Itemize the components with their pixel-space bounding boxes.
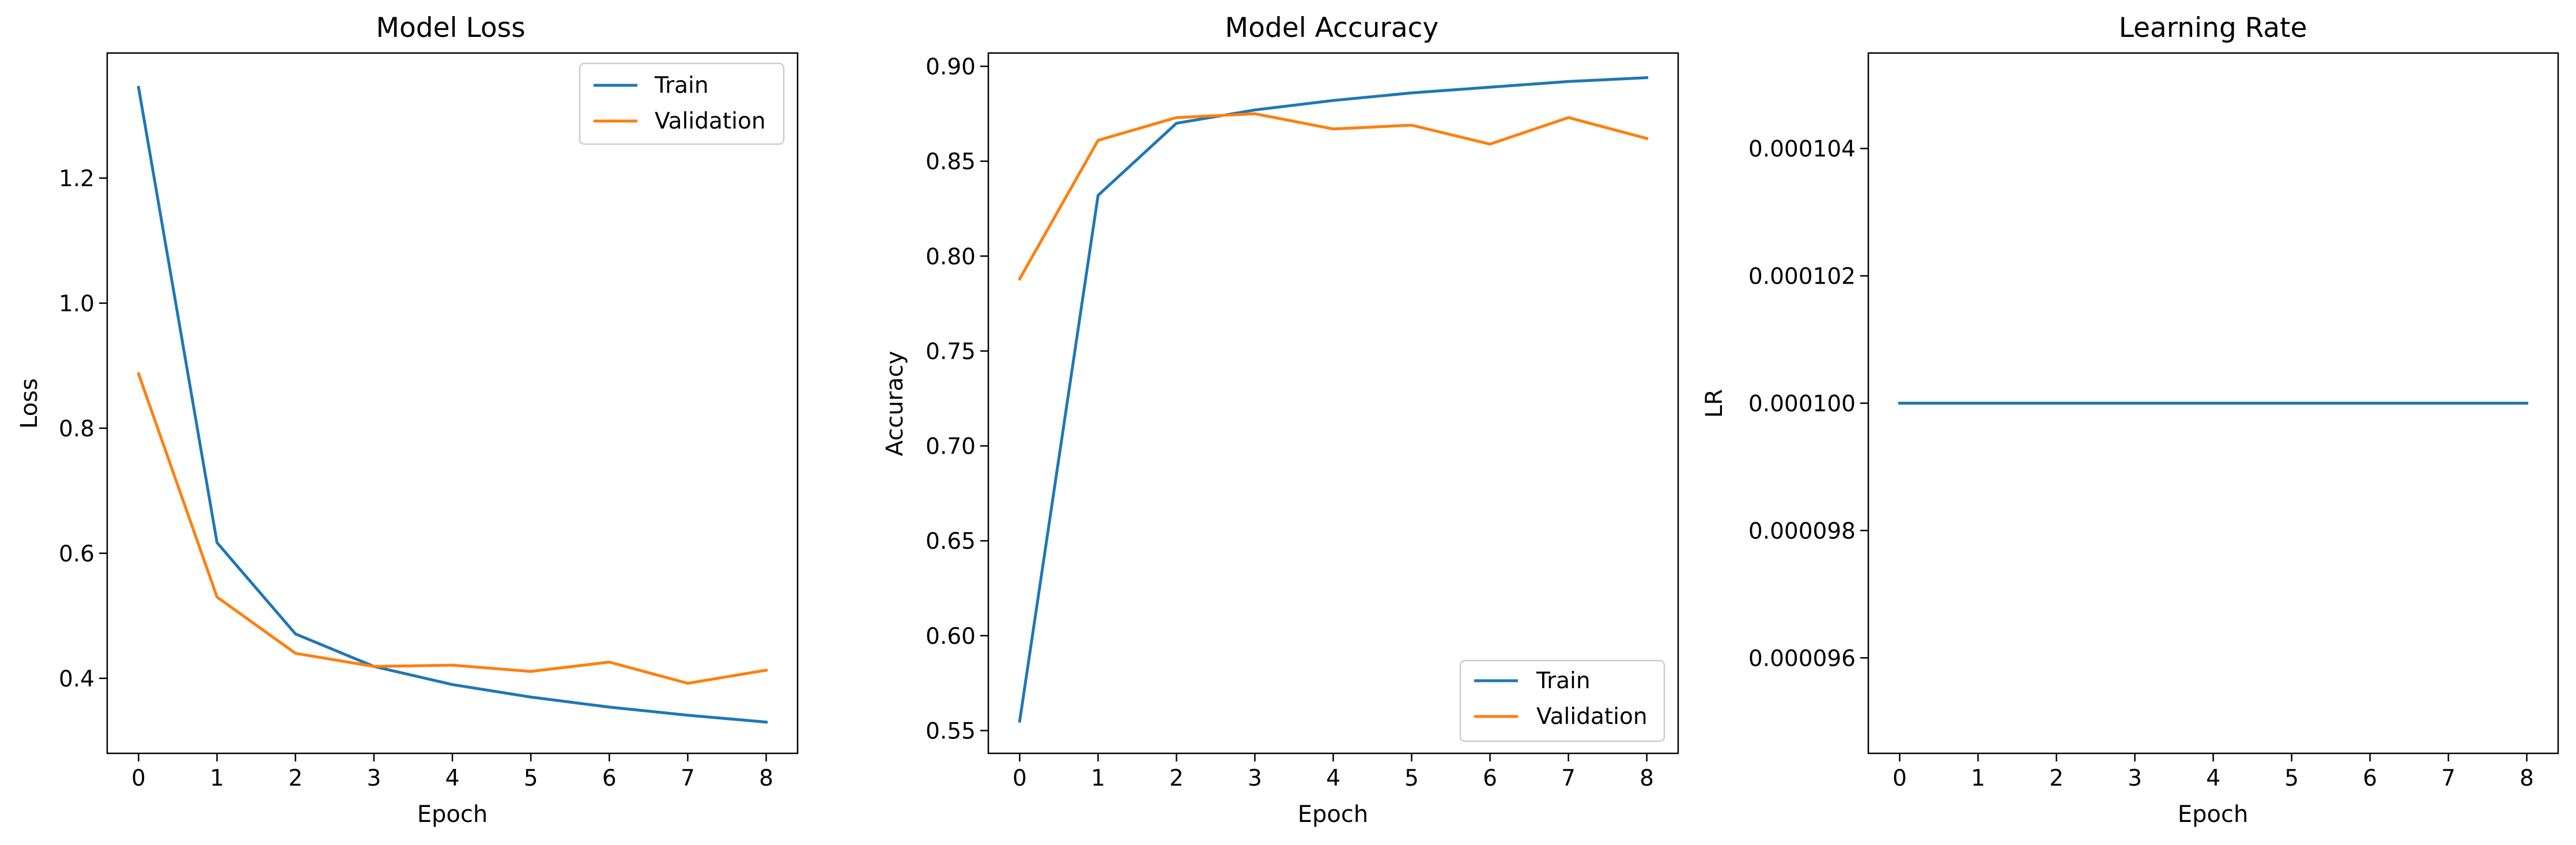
learning-rate-chart-ylabel: LR <box>1701 389 1728 418</box>
accuracy-chart: Model Accuracy 0 1 2 3 4 5 6 7 8 0.55 0.60 0.65 0.70… <box>882 12 1679 828</box>
loss-chart-xtick-label: 3 <box>367 765 381 791</box>
accuracy-chart-xtick-label: 1 <box>1091 765 1105 791</box>
accuracy-chart-ytick-label: 0.55 <box>926 718 976 744</box>
loss-chart-xtick-label: 1 <box>210 765 224 791</box>
accuracy-legend-label-validation: Validation <box>1536 704 1648 730</box>
loss-chart-line-train <box>137 85 768 724</box>
loss-chart-xtick-label: 0 <box>131 765 146 791</box>
accuracy-chart-xtick-label: 7 <box>1561 765 1576 791</box>
learning-rate-chart-xtick-label: 3 <box>2128 765 2142 791</box>
accuracy-chart-ytick-label: 0.80 <box>926 244 976 270</box>
loss-legend-label-validation: Validation <box>655 108 766 134</box>
loss-chart-plot: 0 1 2 3 4 5 6 7 8 0.4 0.6 0.8 1.0 1.2 <box>59 85 773 791</box>
accuracy-chart-legend: Train Validation <box>1459 659 1665 742</box>
loss-chart-frame <box>106 52 799 755</box>
loss-chart-xtick-label: 4 <box>445 765 460 791</box>
loss-chart-xtick-label: 6 <box>602 765 617 791</box>
accuracy-chart-frame <box>987 52 1679 755</box>
loss-chart-legend-frame <box>579 62 785 145</box>
accuracy-chart-xtick-label: 5 <box>1404 765 1419 791</box>
accuracy-chart-line-train <box>1018 76 1649 723</box>
learning-rate-chart-xtick-label: 5 <box>2284 765 2299 791</box>
learning-rate-chart-title: Learning Rate <box>2119 12 2307 44</box>
accuracy-chart-ytick-label: 0.70 <box>926 434 976 460</box>
loss-chart-ytick-label: 1.0 <box>59 291 95 317</box>
learning-rate-chart-ytick-label: 0.000104 <box>1748 137 1856 163</box>
learning-rate-chart-frame <box>1867 52 2559 755</box>
loss-chart-line-validation <box>137 372 768 685</box>
loss-chart-xtick-label: 2 <box>288 765 303 791</box>
learning-rate-chart-xtick-label: 1 <box>1971 765 1985 791</box>
loss-chart-legend: Train Validation <box>579 62 785 145</box>
accuracy-chart-ylabel: Accuracy <box>882 351 908 457</box>
accuracy-chart-xtick-label: 3 <box>1248 765 1262 791</box>
accuracy-chart-ytick-label: 0.85 <box>926 149 976 175</box>
loss-chart-xtick-label: 8 <box>759 765 773 791</box>
loss-legend-label-train: Train <box>654 73 709 99</box>
learning-rate-chart-xtick-label: 8 <box>2520 765 2534 791</box>
accuracy-chart-line-validation <box>1018 112 1649 281</box>
accuracy-chart-xtick-label: 0 <box>1013 765 1027 791</box>
loss-chart-ytick-label: 0.8 <box>59 416 95 442</box>
accuracy-chart-xtick-label: 2 <box>1169 765 1184 791</box>
accuracy-chart-title: Model Accuracy <box>1225 12 1439 44</box>
loss-chart-xtick-label: 5 <box>524 765 538 791</box>
loss-chart: Model Loss 0 1 2 3 4 5 6 7 8 0.4 0.6 0.8 1.0 1.2 Epoc… <box>16 12 799 828</box>
accuracy-legend-label-train: Train <box>1536 668 1591 694</box>
accuracy-chart-ytick-label: 0.75 <box>926 339 976 365</box>
accuracy-chart-xlabel: Epoch <box>1298 801 1368 828</box>
accuracy-chart-xtick-label: 4 <box>1326 765 1340 791</box>
accuracy-chart-xtick-label: 8 <box>1640 765 1654 791</box>
loss-chart-ytick-label: 0.4 <box>59 666 95 692</box>
loss-chart-ylabel: Loss <box>16 378 43 429</box>
learning-rate-chart-ytick-label: 0.000098 <box>1748 518 1856 544</box>
learning-rate-chart-xtick-label: 0 <box>1893 765 1907 791</box>
loss-chart-xlabel: Epoch <box>417 801 488 828</box>
learning-rate-chart-plot: 0 1 2 3 4 5 6 7 8 0.000096 0.000098 0.000100 0.00010… <box>1748 137 2534 791</box>
learning-rate-chart-xtick-label: 4 <box>2206 765 2220 791</box>
learning-rate-chart-xlabel: Epoch <box>2178 801 2248 828</box>
learning-rate-chart-ytick-label: 0.000100 <box>1748 391 1856 417</box>
accuracy-chart-xtick-label: 6 <box>1483 765 1497 791</box>
learning-rate-chart: Learning Rate 0 1 2 3 4 5 6 7 80.0000960.0000980… <box>1701 12 2559 828</box>
loss-chart-xtick-label: 7 <box>681 765 695 791</box>
loss-chart-title: Model Loss <box>376 12 525 44</box>
loss-chart-ytick-label: 1.2 <box>59 166 95 192</box>
loss-chart-ytick-label: 0.6 <box>59 541 95 567</box>
learning-rate-chart-xtick-label: 2 <box>2049 765 2064 791</box>
learning-rate-chart-ytick-label: 0.000102 <box>1748 264 1856 290</box>
learning-rate-chart-ytick-label: 0.000096 <box>1748 646 1856 672</box>
accuracy-chart-ytick-label: 0.90 <box>926 54 976 80</box>
accuracy-chart-plot: 0 1 2 3 4 5 6 7 8 0.55 0.60 0.65 0.70 0.75 0.80 0.85 0.9… <box>926 54 1654 791</box>
learning-rate-chart-xtick-label: 6 <box>2363 765 2377 791</box>
learning-rate-chart-xtick-label: 7 <box>2441 765 2456 791</box>
accuracy-chart-ytick-label: 0.60 <box>926 624 976 650</box>
accuracy-chart-ytick-label: 0.65 <box>926 529 976 554</box>
